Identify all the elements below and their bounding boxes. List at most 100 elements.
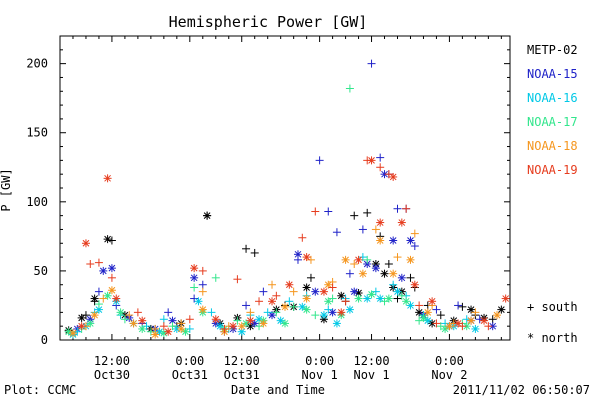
data-point-south	[142, 322, 151, 331]
data-point-north	[90, 294, 99, 303]
x-tick-date-label: Oct30	[94, 368, 130, 382]
legend-marker-entry: + south	[527, 300, 578, 314]
data-point-south	[358, 225, 367, 234]
data-point-south	[259, 287, 268, 296]
y-tick-label: 150	[26, 126, 48, 140]
data-point-south	[311, 311, 320, 320]
data-point-south	[94, 258, 103, 267]
data-point-south	[211, 273, 220, 282]
data-point-north	[419, 313, 428, 322]
data-point-south	[133, 308, 142, 317]
data-point-north	[86, 319, 95, 328]
data-point-north	[285, 280, 294, 289]
data-point-south	[402, 204, 411, 213]
data-point-north	[410, 280, 419, 289]
data-point-north	[393, 287, 402, 296]
data-point-south	[81, 311, 90, 320]
data-point-north	[319, 311, 328, 320]
data-point-north	[77, 313, 86, 322]
data-point-south	[380, 297, 389, 306]
x-tick-date-label: Nov 1	[302, 368, 338, 382]
data-point-south	[146, 327, 155, 336]
data-point-south	[436, 322, 445, 331]
x-tick-time-label: 12:00	[224, 354, 260, 368]
data-point-south	[393, 294, 402, 303]
data-point-south	[159, 315, 168, 324]
data-point-north	[445, 322, 454, 331]
data-point-south	[233, 316, 242, 325]
data-point-north	[428, 297, 437, 306]
data-point-south	[389, 280, 398, 289]
data-point-south	[397, 291, 406, 300]
data-point-south	[289, 287, 298, 296]
data-point-south	[454, 301, 463, 310]
y-tick-label: 0	[41, 333, 48, 347]
data-point-south	[159, 322, 168, 331]
data-point-north	[423, 308, 432, 317]
legend-entry: NOAA-16	[527, 91, 578, 105]
data-point-north	[276, 316, 285, 325]
data-point-north	[211, 315, 220, 324]
data-point-south	[406, 273, 415, 282]
data-point-south	[384, 170, 393, 179]
data-point-north	[380, 269, 389, 278]
data-point-south	[393, 204, 402, 213]
data-point-north	[493, 311, 502, 320]
data-point-north	[406, 236, 415, 245]
data-point-north	[480, 316, 489, 325]
data-point-north	[406, 255, 415, 264]
data-point-south	[168, 322, 177, 331]
data-point-north	[107, 286, 116, 295]
data-point-south	[350, 260, 359, 268]
x-tick-date-label: Nov 2	[431, 368, 467, 382]
data-point-north	[164, 327, 173, 336]
data-point-north	[138, 324, 147, 333]
data-point-north	[107, 264, 116, 273]
data-point-south	[306, 255, 315, 264]
data-point-north	[341, 255, 350, 264]
data-point-south	[94, 287, 103, 296]
plot-frame	[59, 35, 511, 341]
legend-entry: METP-02	[527, 43, 578, 57]
data-point-north	[194, 297, 203, 306]
data-point-north	[376, 236, 385, 245]
legend-entry: NOAA-17	[527, 115, 578, 129]
data-point-north	[497, 305, 506, 314]
data-point-north	[462, 322, 471, 331]
data-point-north	[198, 305, 207, 314]
data-point-south	[289, 302, 298, 311]
data-point-north	[376, 218, 385, 227]
data-point-north	[77, 322, 86, 331]
x-tick-date-label: Nov 1	[353, 368, 389, 382]
data-point-north	[81, 239, 90, 248]
data-point-north	[501, 294, 510, 303]
data-point-south	[410, 229, 419, 238]
data-point-north	[302, 283, 311, 292]
data-point-north	[116, 308, 125, 317]
data-point-north	[68, 329, 77, 338]
data-point-south	[376, 153, 385, 162]
data-point-north	[324, 297, 333, 306]
plot-credit: Plot: CCMC	[4, 383, 76, 397]
data-point-north	[129, 319, 138, 328]
data-point-south	[345, 269, 354, 278]
data-point-north	[237, 327, 246, 336]
data-point-south	[358, 253, 367, 262]
data-point-north	[389, 172, 398, 181]
data-points	[64, 59, 510, 339]
data-point-south	[246, 308, 255, 317]
data-point-south	[125, 311, 134, 320]
legend-entry: NOAA-18	[527, 139, 578, 153]
data-point-south	[432, 305, 441, 314]
data-point-south	[120, 315, 129, 324]
axes: 05010015020012:00Oct300:00Oct3112:00Oct3…	[26, 35, 511, 382]
data-point-south	[458, 302, 467, 311]
data-point-north	[216, 322, 225, 331]
data-point-north	[350, 287, 359, 296]
data-point-north	[371, 264, 380, 273]
data-point-north	[103, 235, 112, 244]
data-point-south	[185, 324, 194, 333]
data-point-south	[328, 294, 337, 303]
data-point-north	[229, 322, 238, 331]
data-point-north	[138, 316, 147, 325]
